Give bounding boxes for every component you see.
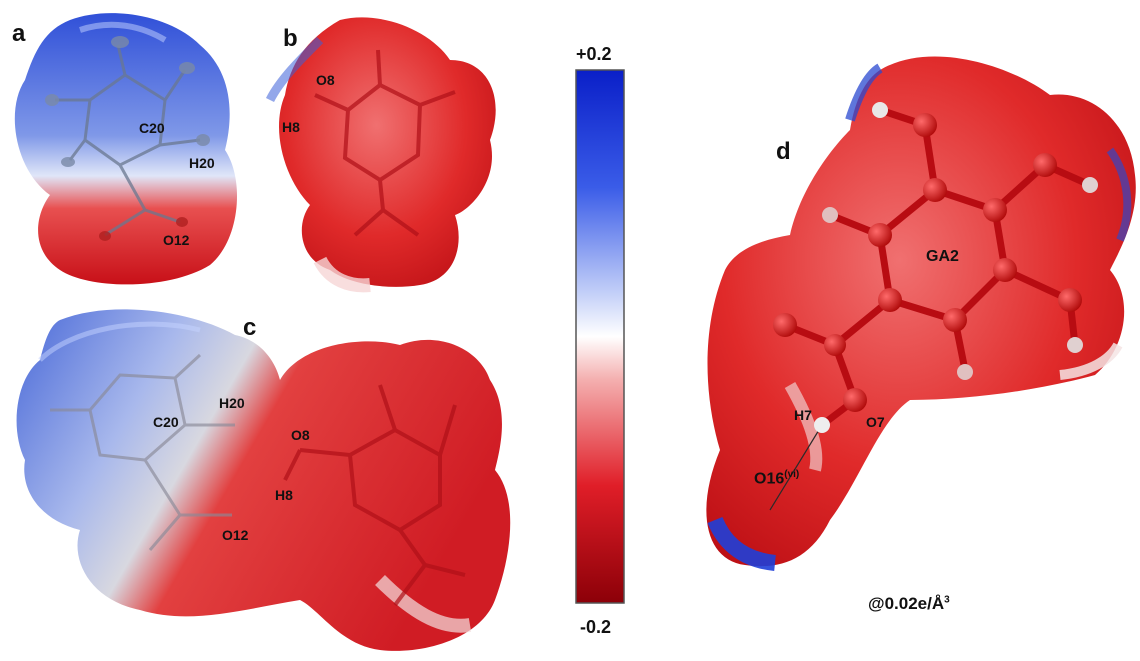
atom-label-a-o12: O12	[163, 232, 190, 248]
color-scale-bar	[575, 69, 625, 604]
panel-a-molecule	[55, 44, 201, 237]
symmetry-code: (vi)	[784, 469, 800, 480]
atom-label-b-h8: H8	[282, 119, 300, 135]
panel-label-c: c	[243, 314, 257, 341]
atom-label-d-o16: O16(vi)	[754, 469, 800, 488]
atom-label-c-o12: O12	[222, 527, 249, 543]
atom-label-c-h8: H8	[275, 487, 293, 503]
panel-c-molecule	[50, 353, 235, 551]
panel-label-a: a	[12, 20, 26, 47]
panel-c-esp-surface	[16, 309, 511, 651]
panel-label-b: b	[283, 25, 298, 52]
panel-a-atoms	[45, 36, 210, 241]
panel-b-molecule	[314, 49, 456, 237]
atom-label-b-o8: O8	[316, 72, 335, 88]
atom-label-a-c20: C20	[139, 120, 165, 136]
panel-c-molecule-ga	[283, 384, 466, 607]
atom-label-c-h20: H20	[219, 395, 245, 411]
panel-d-atoms	[773, 102, 1098, 433]
residue-label-ga2: GA2	[926, 248, 959, 265]
panel-label-d: d	[776, 138, 791, 165]
panel-b-esp-surface	[265, 17, 496, 293]
panel-a-esp-surface	[14, 13, 237, 285]
atom-label-d-h7: H7	[794, 407, 812, 423]
atom-label-a-h20: H20	[189, 155, 215, 171]
color-scale-min-label: -0.2	[580, 617, 612, 637]
atom-label-c-c20: C20	[153, 414, 179, 430]
color-scale-max-label: +0.2	[576, 44, 612, 64]
isovalue-label: @0.02e/Å3	[868, 594, 950, 613]
atom-label-d-o7: O7	[866, 414, 885, 430]
atom-label-c-o8: O8	[291, 427, 310, 443]
